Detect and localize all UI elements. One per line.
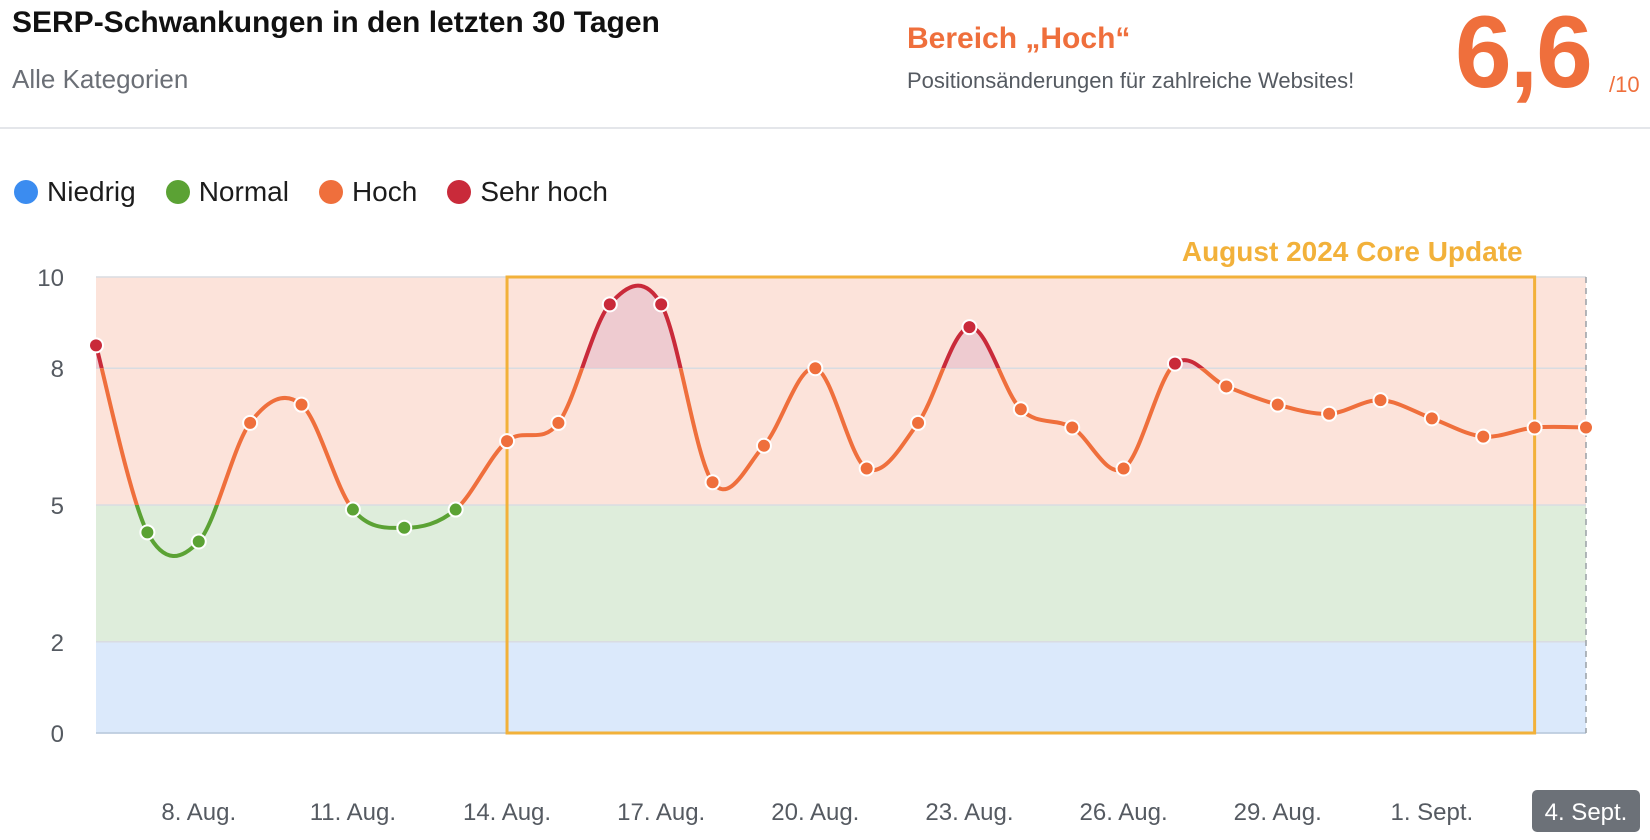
data-point <box>1218 378 1235 395</box>
data-point <box>1166 355 1183 372</box>
data-point <box>1012 401 1029 418</box>
data-point <box>88 337 104 354</box>
data-point <box>396 519 413 536</box>
chart-title: SERP-Schwankungen in den letzten 30 Tage… <box>12 6 660 39</box>
x-tick-label: 26. Aug. <box>1080 799 1168 826</box>
x-tick-label: 8. Aug. <box>161 799 236 826</box>
data-point <box>755 437 772 454</box>
x-tick-label: 20. Aug. <box>771 799 859 826</box>
data-point <box>1372 392 1389 409</box>
legend-dot-sehr-hoch <box>447 180 472 204</box>
chart-legend: Niedrig Normal Hoch Sehr hoch <box>14 176 638 208</box>
x-tick-label: 14. Aug. <box>463 799 551 826</box>
legend-item-niedrig[interactable]: Niedrig <box>14 176 136 208</box>
x-tick-label: 1. Sept. <box>1390 799 1473 826</box>
data-point <box>858 460 875 477</box>
data-point <box>550 414 567 431</box>
data-point <box>1578 419 1594 436</box>
y-tick-label: 0 <box>51 721 64 748</box>
data-point <box>1115 460 1132 477</box>
core-update-annotation-box <box>505 275 1537 735</box>
very-high-area <box>96 285 1202 369</box>
header-divider <box>0 127 1650 129</box>
data-point <box>704 474 721 491</box>
data-point <box>190 533 207 550</box>
legend-dot-niedrig <box>14 180 38 204</box>
data-point <box>139 524 156 541</box>
legend-label-hoch: Hoch <box>351 176 418 207</box>
data-point <box>293 396 310 413</box>
x-tick-label: 29. Aug. <box>1234 799 1322 826</box>
series-line-high <box>99 368 1587 506</box>
legend-dot-hoch <box>318 180 343 204</box>
y-tick-label: 10 <box>37 265 64 292</box>
data-point <box>1423 410 1440 427</box>
legend-label-normal: Normal <box>198 176 289 207</box>
x-tick-label: 17. Aug. <box>617 799 705 826</box>
y-tick-label: 2 <box>51 630 64 657</box>
range-description: Positionsänderungen für zahlreiche Websi… <box>907 68 1355 93</box>
core-update-annotation-label: August 2024 Core Update <box>1182 236 1523 267</box>
band-hoch <box>96 277 1586 505</box>
category-filter[interactable]: Alle Kategorien <box>12 64 189 94</box>
legend-label-sehr-hoch: Sehr hoch <box>480 176 608 207</box>
volatility-score: 6,6 <box>1455 0 1593 109</box>
data-point <box>242 414 259 431</box>
data-point <box>961 319 978 336</box>
x-tick-highlight-badge <box>1532 790 1640 832</box>
volatility-score-max: /10 <box>1609 72 1640 97</box>
data-point <box>1269 396 1286 413</box>
x-tick-label: 23. Aug. <box>925 799 1013 826</box>
data-point <box>344 501 361 518</box>
x-tick-label: 11. Aug. <box>310 799 396 826</box>
data-point <box>447 501 464 518</box>
range-label: Bereich „Hoch“ <box>907 22 1131 55</box>
legend-item-normal[interactable]: Normal <box>165 176 289 208</box>
data-point <box>910 414 927 431</box>
x-tick-label: 4. Sept. <box>1545 799 1628 826</box>
data-point <box>1064 419 1081 436</box>
legend-dot-normal <box>165 180 190 204</box>
legend-label-niedrig: Niedrig <box>47 176 136 207</box>
y-tick-label: 8 <box>51 356 64 383</box>
data-point <box>1475 428 1492 445</box>
band-niedrig <box>96 641 1586 733</box>
data-point <box>653 296 670 313</box>
y-tick-label: 5 <box>51 493 64 520</box>
data-point <box>499 433 516 450</box>
data-point <box>1321 405 1338 422</box>
data-point <box>807 360 824 377</box>
legend-item-sehr-hoch[interactable]: Sehr hoch <box>447 176 608 208</box>
legend-item-hoch[interactable]: Hoch <box>318 176 418 208</box>
data-point <box>1526 419 1543 436</box>
data-point <box>601 296 618 313</box>
band-normal <box>96 505 1586 642</box>
